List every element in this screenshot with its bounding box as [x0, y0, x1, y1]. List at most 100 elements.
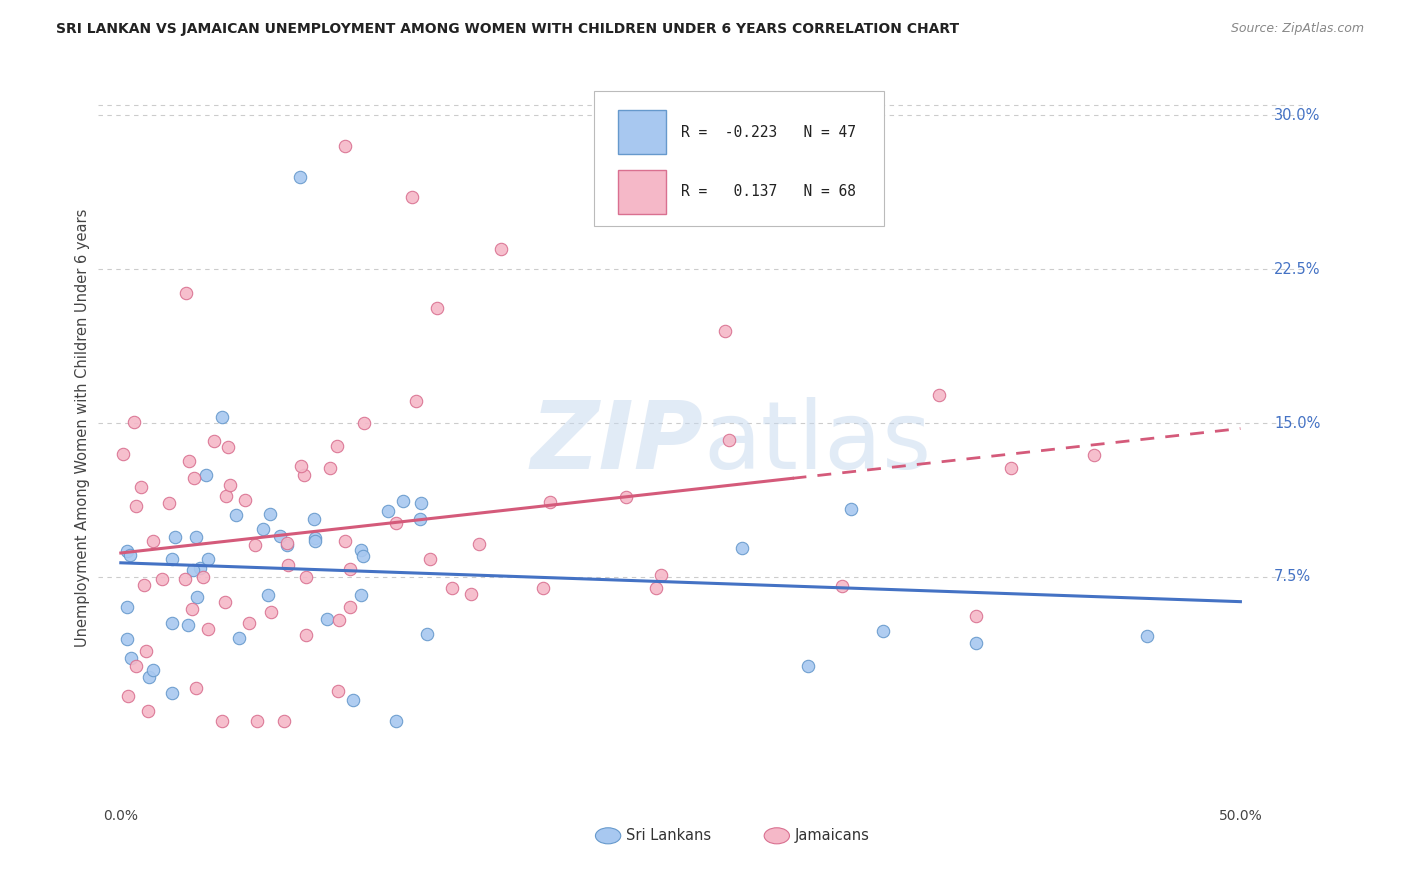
Point	[841, 502, 863, 516]
Y-axis label: Unemployment Among Women with Children Under 6 years: Unemployment Among Women with Children U…	[75, 209, 90, 648]
Point	[197, 552, 219, 566]
Point	[118, 548, 141, 562]
Point	[614, 490, 637, 504]
Point	[319, 461, 342, 475]
Point	[257, 589, 280, 603]
Point	[138, 670, 160, 684]
Point	[115, 632, 138, 647]
Text: 22.5%: 22.5%	[1274, 261, 1320, 277]
Point	[124, 658, 146, 673]
Point	[965, 608, 987, 623]
Point	[468, 537, 491, 551]
Point	[184, 681, 207, 695]
Point	[162, 552, 184, 566]
Point	[290, 458, 312, 473]
Text: 7.5%: 7.5%	[1274, 569, 1312, 584]
Point	[165, 530, 187, 544]
Point	[188, 561, 211, 575]
Point	[385, 516, 408, 530]
Point	[138, 704, 160, 718]
Point	[276, 535, 298, 549]
Point	[115, 544, 138, 558]
Point	[650, 567, 672, 582]
Point	[134, 578, 156, 592]
Point	[411, 495, 433, 509]
Point	[353, 417, 375, 431]
Point	[193, 570, 215, 584]
Point	[339, 561, 361, 575]
Point	[401, 190, 423, 204]
Point	[352, 549, 374, 564]
Point	[252, 522, 274, 536]
Point	[538, 495, 561, 509]
Point	[197, 622, 219, 636]
Point	[120, 650, 142, 665]
Point	[333, 534, 356, 549]
Point	[162, 686, 184, 700]
Point	[333, 139, 356, 153]
Point	[176, 286, 198, 301]
Point	[644, 581, 666, 595]
Point	[183, 471, 205, 485]
Point	[211, 410, 233, 425]
Point	[316, 612, 339, 626]
Point	[277, 558, 299, 573]
Point	[304, 532, 326, 546]
Point	[292, 467, 315, 482]
Text: atlas: atlas	[703, 397, 931, 489]
Point	[219, 478, 242, 492]
Point	[117, 689, 139, 703]
Text: SRI LANKAN VS JAMAICAN UNEMPLOYMENT AMONG WOMEN WITH CHILDREN UNDER 6 YEARS CORR: SRI LANKAN VS JAMAICAN UNEMPLOYMENT AMON…	[56, 22, 959, 37]
Point	[295, 628, 318, 642]
Point	[326, 439, 349, 453]
Point	[714, 324, 737, 338]
Point	[142, 663, 165, 677]
Point	[177, 618, 200, 632]
Text: 30.0%: 30.0%	[1274, 108, 1320, 122]
Point	[460, 587, 482, 601]
Point	[238, 616, 260, 631]
Point	[302, 512, 325, 526]
FancyBboxPatch shape	[619, 110, 665, 154]
Point	[181, 563, 204, 577]
Point	[111, 447, 134, 461]
Point	[342, 693, 364, 707]
Point	[295, 570, 318, 584]
Text: R =   0.137   N = 68: R = 0.137 N = 68	[682, 185, 856, 200]
Text: 0.0%: 0.0%	[103, 809, 138, 823]
Point	[531, 581, 554, 595]
Point	[142, 534, 165, 549]
Point	[797, 658, 820, 673]
Point	[259, 507, 281, 521]
Text: R =  -0.223   N = 47: R = -0.223 N = 47	[682, 125, 856, 139]
Point	[377, 504, 399, 518]
Point	[186, 590, 208, 604]
Point	[288, 169, 311, 184]
Point	[215, 489, 238, 503]
Point	[245, 714, 267, 728]
Text: Sri Lankans: Sri Lankans	[626, 829, 711, 843]
Point	[195, 468, 218, 483]
Point	[202, 434, 225, 448]
Point	[233, 493, 256, 508]
Point	[1083, 448, 1105, 462]
FancyBboxPatch shape	[595, 91, 884, 226]
Point	[491, 242, 513, 256]
Point	[276, 538, 298, 552]
Point	[409, 512, 432, 526]
Point	[419, 552, 441, 566]
Point	[717, 433, 740, 447]
Point	[731, 541, 754, 555]
Point	[928, 387, 950, 401]
Point	[326, 684, 349, 698]
Point	[339, 600, 361, 615]
Text: Source: ZipAtlas.com: Source: ZipAtlas.com	[1230, 22, 1364, 36]
Text: ZIP: ZIP	[530, 397, 703, 489]
Point	[405, 394, 427, 409]
Point	[162, 615, 184, 630]
Point	[350, 542, 373, 557]
Point	[392, 494, 415, 508]
Point	[225, 508, 247, 523]
Point	[441, 581, 464, 595]
Point	[125, 499, 148, 513]
